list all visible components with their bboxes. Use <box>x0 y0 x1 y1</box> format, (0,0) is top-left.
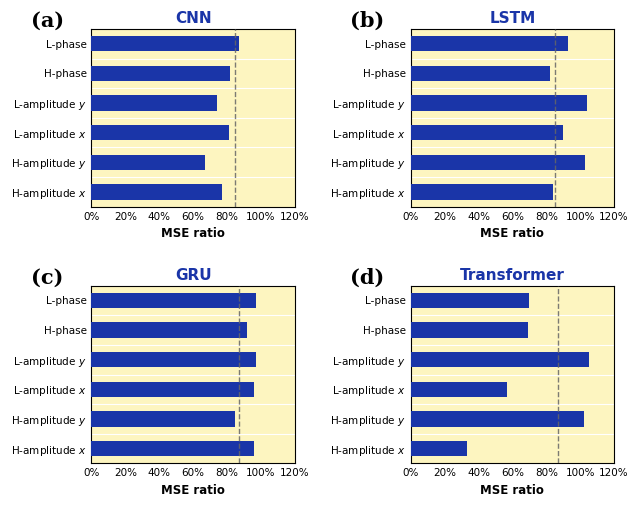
Bar <box>92 96 217 111</box>
X-axis label: MSE ratio: MSE ratio <box>481 227 545 240</box>
Bar <box>92 411 236 427</box>
Title: LSTM: LSTM <box>490 11 536 26</box>
Title: CNN: CNN <box>175 11 211 26</box>
Bar <box>411 125 563 140</box>
Bar <box>411 293 529 308</box>
Bar <box>92 184 222 200</box>
Bar <box>92 154 205 170</box>
Text: (b): (b) <box>350 11 384 31</box>
Bar <box>92 293 256 308</box>
Bar <box>92 125 228 140</box>
Text: (d): (d) <box>350 268 384 288</box>
Title: GRU: GRU <box>175 268 211 283</box>
Bar <box>92 36 239 51</box>
Bar <box>411 184 553 200</box>
Bar <box>411 352 589 367</box>
Bar <box>92 66 230 81</box>
Bar <box>411 154 585 170</box>
Bar <box>411 411 584 427</box>
Bar <box>411 66 550 81</box>
Bar <box>411 441 467 456</box>
Bar <box>411 96 587 111</box>
X-axis label: MSE ratio: MSE ratio <box>161 227 225 240</box>
Bar <box>92 441 254 456</box>
Text: (c): (c) <box>31 268 63 288</box>
X-axis label: MSE ratio: MSE ratio <box>161 484 225 497</box>
X-axis label: MSE ratio: MSE ratio <box>481 484 545 497</box>
Text: (a): (a) <box>31 11 63 31</box>
Title: Transformer: Transformer <box>460 268 565 283</box>
Bar <box>411 382 508 397</box>
Bar <box>411 323 528 338</box>
Bar <box>411 36 568 51</box>
Bar <box>92 382 254 397</box>
Bar <box>92 323 247 338</box>
Bar <box>92 352 256 367</box>
